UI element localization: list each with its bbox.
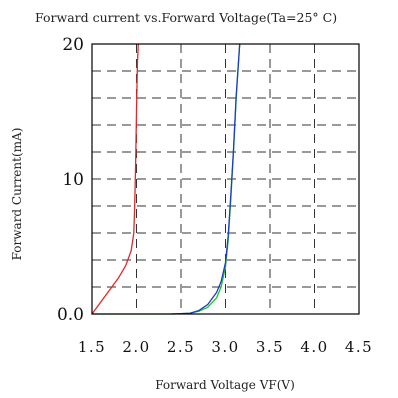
x-tick-label: 4.0 bbox=[300, 338, 328, 356]
x-tick-labels: 1.5 2.0 2.5 3.0 3.5 4.0 4.5 bbox=[78, 338, 373, 356]
x-tick-label: 3.5 bbox=[256, 338, 284, 356]
y-tick-label: 20 bbox=[62, 35, 84, 55]
y-tick-label: 10 bbox=[62, 170, 84, 190]
x-tick-label: 3.0 bbox=[211, 338, 239, 356]
chart-title: Forward current vs.Forward Voltage(Ta=25… bbox=[35, 10, 337, 25]
series-line bbox=[171, 43, 241, 315]
x-tick-label: 4.5 bbox=[345, 338, 373, 356]
y-axis-label: Forward Current(mA) bbox=[10, 128, 24, 261]
y-tick-label: 0.0 bbox=[57, 305, 84, 325]
plot-frame bbox=[91, 43, 360, 315]
x-tick-label: 2.5 bbox=[167, 338, 195, 356]
grid-lines bbox=[92, 44, 359, 314]
x-tick-label: 1.5 bbox=[78, 338, 106, 356]
series-lines bbox=[91, 43, 241, 315]
series-line bbox=[91, 43, 139, 315]
y-tick-labels: 0.0 10 20 bbox=[57, 35, 84, 325]
x-axis-label: Forward Voltage VF(V) bbox=[155, 378, 295, 392]
x-tick-label: 2.0 bbox=[122, 338, 150, 356]
